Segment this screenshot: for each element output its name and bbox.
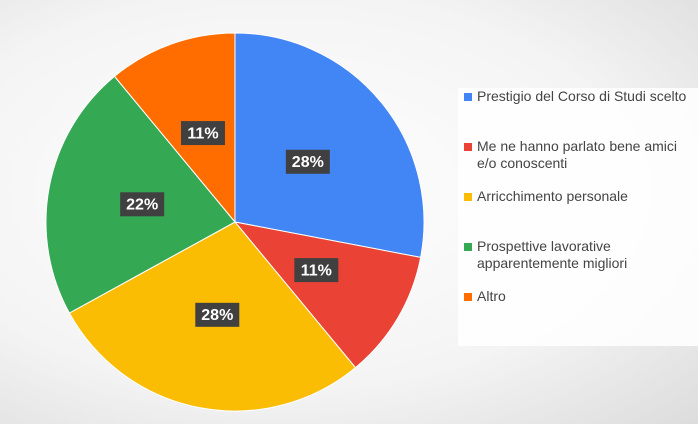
pie-slice — [233, 221, 422, 369]
data-label-box — [285, 149, 330, 174]
legend-label: Me ne hanno parlato bene amici e/o conos… — [477, 138, 678, 171]
data-label-text: 28% — [292, 154, 324, 171]
data-label-box — [195, 302, 240, 327]
data-label-text: 28% — [201, 307, 233, 324]
data-label: 11% — [180, 121, 225, 146]
legend-swatch — [464, 143, 472, 151]
legend-label: Altro — [477, 288, 506, 304]
data-label-text: 22% — [126, 197, 158, 214]
legend-item: Altro — [458, 288, 698, 338]
legend-swatch — [464, 93, 472, 101]
legend-label: Prospettive lavorative apparentemente mi… — [477, 238, 628, 271]
legend: Prestigio del Corso di Studi scelto Me ne… — [458, 88, 698, 346]
pie-slice — [113, 32, 236, 224]
legend-item: Arricchimento personale — [458, 188, 698, 238]
data-label-box — [294, 258, 339, 283]
data-label: 28% — [195, 302, 240, 327]
data-label-text: 11% — [187, 125, 218, 142]
data-label: 11% — [294, 258, 339, 283]
data-label-box — [120, 192, 165, 217]
data-label-box — [180, 121, 225, 146]
legend-label: Prestigio del Corso di Studi scelto — [477, 88, 687, 104]
legend-item: Prospettive lavorative apparentemente mi… — [458, 238, 698, 288]
legend-label: Arricchimento personale — [477, 188, 628, 204]
data-label: 22% — [120, 192, 165, 217]
data-label-text: 11% — [301, 262, 332, 279]
legend-item: Prestigio del Corso di Studi scelto — [458, 88, 698, 138]
data-label: 28% — [285, 149, 330, 174]
legend-swatch — [464, 243, 472, 251]
legend-item: Me ne hanno parlato bene amici e/o conos… — [458, 138, 698, 188]
legend-swatch — [464, 193, 472, 201]
legend-swatch — [464, 293, 472, 301]
pie-slice — [234, 32, 425, 258]
